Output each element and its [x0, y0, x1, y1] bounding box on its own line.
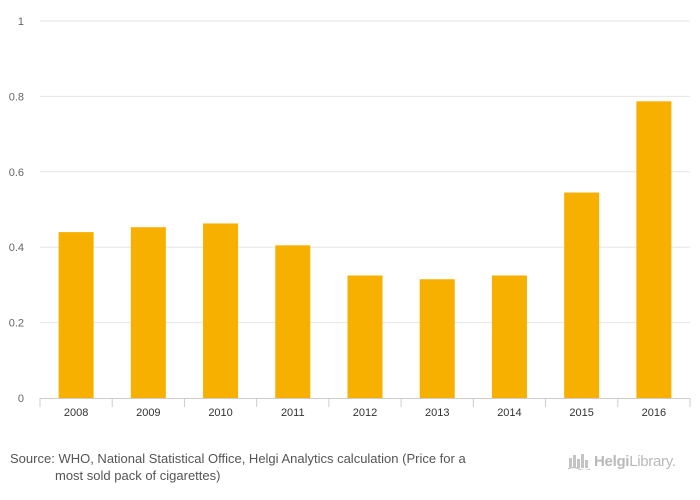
- bar-2015[interactable]: [564, 192, 600, 398]
- bar-2010[interactable]: [203, 223, 239, 398]
- source-text-line2: most sold pack of cigarettes): [55, 468, 221, 483]
- bar-2013[interactable]: [419, 279, 455, 398]
- x-tick-label: 2011: [281, 407, 305, 419]
- x-tick-label: 2009: [136, 407, 160, 419]
- source-label: Source:: [10, 451, 55, 466]
- bar-2008[interactable]: [58, 232, 94, 398]
- y-tick-label: 0.6: [9, 167, 24, 179]
- x-tick-label: 2014: [497, 407, 521, 419]
- source-note: Source: WHO, National Statistical Office…: [10, 450, 550, 484]
- bars: [58, 101, 672, 399]
- helgi-library-logo[interactable]: HelgiLibrary.: [568, 451, 690, 471]
- x-tick-label: 2010: [208, 407, 232, 419]
- x-tick-label: 2013: [425, 407, 449, 419]
- x-tick-label: 2008: [64, 407, 88, 419]
- x-tick-label: 2015: [569, 407, 593, 419]
- y-tick-label: 1: [18, 16, 24, 28]
- y-tick-label: 0: [18, 393, 24, 405]
- x-tick-label: 2016: [642, 407, 666, 419]
- logo-text: HelgiLibrary.: [594, 453, 676, 470]
- bar-2009[interactable]: [130, 227, 166, 398]
- bar-2011[interactable]: [275, 245, 311, 398]
- bar-chart: 00.20.40.60.81 2008 2009 2010 2011 2012 2013 2…: [9, 16, 691, 419]
- source-text-line1: WHO, National Statistical Office, Helgi …: [58, 451, 466, 466]
- bar-2012[interactable]: [347, 275, 383, 398]
- y-tick-label: 0.2: [9, 318, 24, 330]
- y-tick-label: 0.8: [9, 91, 24, 103]
- bar-2014[interactable]: [491, 275, 527, 398]
- x-tick-label: 2012: [353, 407, 377, 419]
- x-axis-ticks: 2008 2009 2010 2011 2012 2013 2014 2015 2016: [39, 398, 691, 419]
- logo-text-light: Library.: [629, 452, 676, 470]
- y-tick-label: 0.4: [9, 242, 24, 254]
- bar-2016[interactable]: [636, 101, 672, 399]
- y-axis-ticks: 0 0.2 0.4 0.6 0.8 1: [9, 16, 24, 405]
- helgi-library-logo-icon: [568, 454, 590, 470]
- logo-text-bold: Helgi: [594, 452, 630, 470]
